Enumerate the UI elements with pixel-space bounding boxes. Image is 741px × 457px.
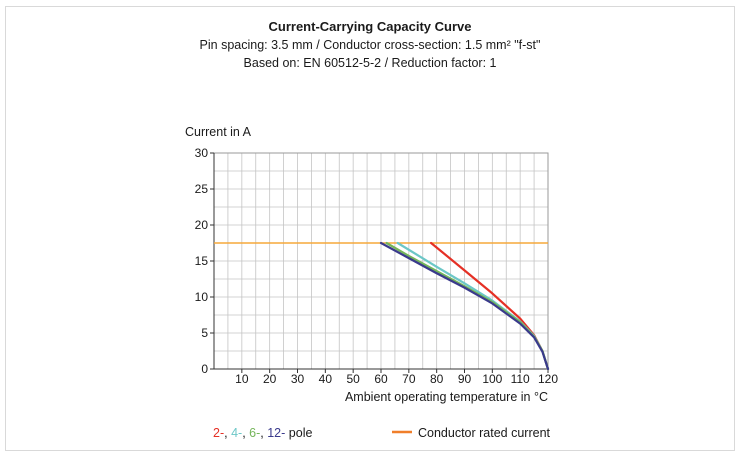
x-tick-label: 70 <box>402 372 416 386</box>
legend-label-2-pole: 2- <box>213 426 224 440</box>
x-tick-label: 110 <box>511 372 530 386</box>
y-tick-label: 0 <box>201 362 208 376</box>
plot-area <box>214 241 550 371</box>
x-tick-label: 50 <box>346 372 360 386</box>
x-tick-label: 80 <box>430 372 444 386</box>
x-tick-label: 100 <box>482 372 502 386</box>
x-axis-label: Ambient operating temperature in °C <box>345 390 548 404</box>
legend-rated-label: Conductor rated current <box>418 426 551 440</box>
x-tick-label: 10 <box>235 372 249 386</box>
legend-label-6-pole: 6- <box>249 426 260 440</box>
legend-separator: , <box>260 426 267 440</box>
y-tick-label: 20 <box>195 218 209 232</box>
series-line-12-pole <box>379 241 550 371</box>
y-tick-label: 5 <box>201 326 208 340</box>
y-tick-label: 25 <box>195 182 209 196</box>
series-line-2-pole <box>430 241 550 371</box>
chart-subtitle-line1: Pin spacing: 3.5 mm / Conductor cross-se… <box>200 38 541 52</box>
legend-pole-text: 2-, 4-, 6-, 12- pole <box>213 426 312 440</box>
x-tick-label: 90 <box>458 372 472 386</box>
x-tick-label: 20 <box>263 372 277 386</box>
x-tick-label: 60 <box>374 372 388 386</box>
legend: 2-, 4-, 6-, 12- pole Conductor rated curr… <box>213 426 551 440</box>
chart-frame <box>5 6 735 451</box>
chart-title: Current-Carrying Capacity Curve <box>269 19 472 34</box>
legend-label-4-pole: 4- <box>231 426 242 440</box>
y-axis-label: Current in A <box>185 125 252 139</box>
x-tick-label: 120 <box>538 372 558 386</box>
legend-separator: , <box>242 426 249 440</box>
series-line-6-pole <box>385 241 550 371</box>
x-tick-label: 30 <box>291 372 305 386</box>
y-tick-label: 15 <box>195 254 209 268</box>
ticks: 0 5 10 15 20 25 30 10 20 30 40 50 60 70 80 90 100 110 120 <box>195 146 559 386</box>
legend-pole-suffix: pole <box>285 426 312 440</box>
grid <box>213 152 549 370</box>
x-tick-label: 40 <box>319 372 333 386</box>
legend-separator: , <box>224 426 231 440</box>
y-tick-label: 10 <box>195 290 209 304</box>
y-tick-label: 30 <box>195 146 209 160</box>
legend-label-12-pole: 12- <box>267 426 285 440</box>
chart-subtitle-line2: Based on: EN 60512-5-2 / Reduction facto… <box>244 56 497 70</box>
